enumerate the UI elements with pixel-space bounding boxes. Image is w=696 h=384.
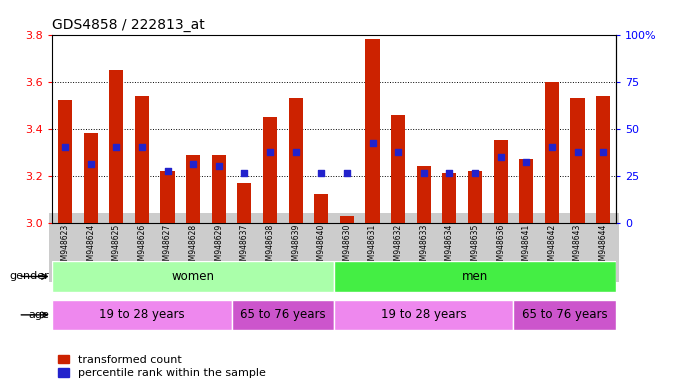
Point xyxy=(316,170,327,176)
Bar xyxy=(52,300,232,330)
Point xyxy=(393,149,404,155)
Bar xyxy=(519,159,533,223)
Point xyxy=(495,154,506,160)
Bar xyxy=(365,39,379,223)
Bar xyxy=(58,101,72,223)
Text: GDS4858 / 222813_at: GDS4858 / 222813_at xyxy=(52,18,205,32)
Point xyxy=(444,170,455,176)
Point xyxy=(572,149,583,155)
Bar xyxy=(340,216,354,223)
Point xyxy=(239,170,250,176)
Bar xyxy=(135,96,149,223)
Bar xyxy=(571,98,585,223)
Bar xyxy=(334,261,616,292)
Point xyxy=(341,170,352,176)
Point xyxy=(187,161,198,167)
Bar xyxy=(468,171,482,223)
Point xyxy=(418,170,429,176)
Point xyxy=(290,149,301,155)
Bar xyxy=(52,261,334,292)
Text: 65 to 76 years: 65 to 76 years xyxy=(240,308,326,321)
Bar xyxy=(232,300,334,330)
Point xyxy=(213,163,224,169)
Text: 65 to 76 years: 65 to 76 years xyxy=(522,308,608,321)
Bar xyxy=(334,300,514,330)
Point xyxy=(85,161,96,167)
Point xyxy=(162,168,173,174)
Bar xyxy=(443,173,457,223)
Bar xyxy=(314,195,329,223)
Point xyxy=(469,170,480,176)
Point xyxy=(59,144,70,151)
Point xyxy=(136,144,148,151)
Bar xyxy=(237,183,251,223)
Bar xyxy=(596,96,610,223)
Bar xyxy=(263,117,277,223)
Bar xyxy=(417,166,431,223)
Point xyxy=(598,149,609,155)
Bar xyxy=(109,70,123,223)
Point xyxy=(521,159,532,165)
Bar xyxy=(212,154,226,223)
Text: 19 to 28 years: 19 to 28 years xyxy=(99,308,184,321)
Point xyxy=(367,140,378,146)
Bar xyxy=(514,300,616,330)
Bar xyxy=(545,82,559,223)
Legend: transformed count, percentile rank within the sample: transformed count, percentile rank withi… xyxy=(58,355,266,379)
Bar xyxy=(391,114,405,223)
Bar xyxy=(161,171,175,223)
Text: gender: gender xyxy=(10,271,49,281)
Bar xyxy=(186,154,200,223)
Text: women: women xyxy=(172,270,214,283)
Point xyxy=(111,144,122,151)
Text: men: men xyxy=(462,270,488,283)
Bar xyxy=(493,141,507,223)
Point xyxy=(264,149,276,155)
Bar xyxy=(289,98,303,223)
Text: age: age xyxy=(29,310,49,320)
Text: 19 to 28 years: 19 to 28 years xyxy=(381,308,466,321)
Bar xyxy=(84,133,97,223)
Point xyxy=(546,144,557,151)
